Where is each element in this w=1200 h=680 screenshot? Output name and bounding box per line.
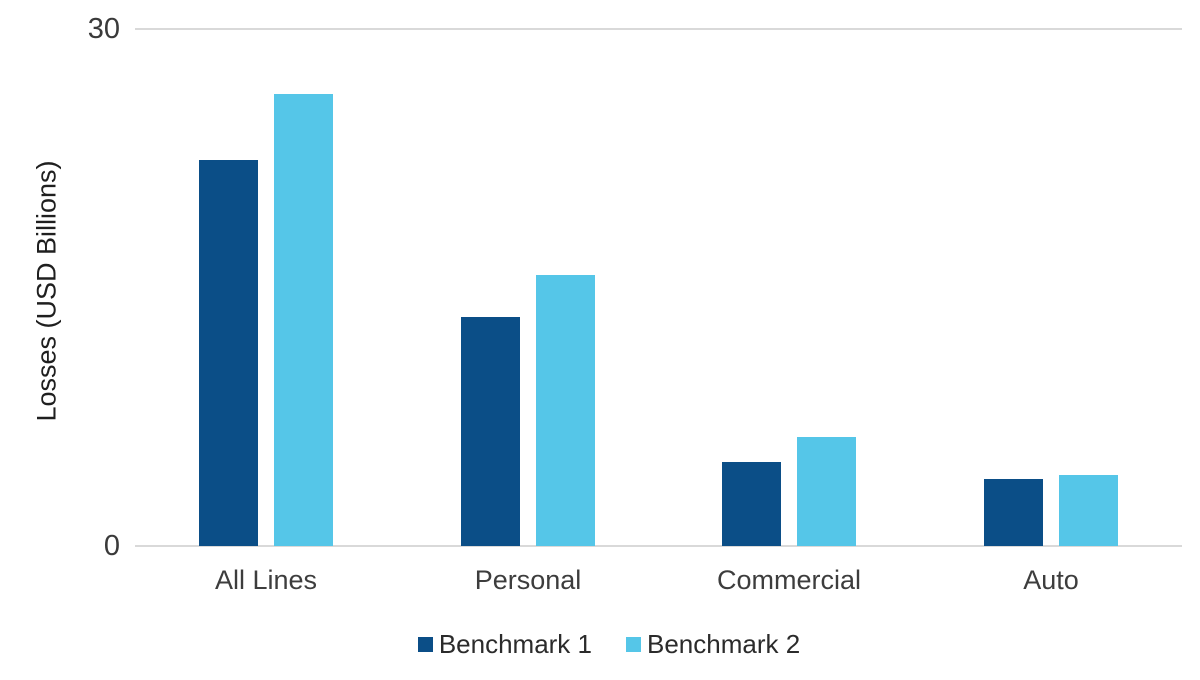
category-label-auto: Auto xyxy=(1023,565,1079,595)
category-label-all-lines: All Lines xyxy=(214,565,318,595)
gridline-30 xyxy=(135,28,1182,30)
bar-benchmark-2-auto xyxy=(1059,475,1118,546)
bar-benchmark-1-all-lines xyxy=(199,160,258,546)
bar-benchmark-2-commercial xyxy=(797,437,856,546)
legend: Benchmark 1 Benchmark 2 xyxy=(0,629,1200,660)
bar-benchmark-2-all-lines xyxy=(274,94,333,546)
plot-area xyxy=(135,28,1182,547)
category-label-commercial: Commercial xyxy=(716,565,862,595)
bar-benchmark-2-personal xyxy=(536,275,595,546)
legend-swatch-benchmark-2-icon xyxy=(626,637,641,652)
legend-item-benchmark-2: Benchmark 2 xyxy=(626,629,800,660)
y-axis-title: Losses (USD Billions) xyxy=(31,160,62,422)
x-axis-baseline xyxy=(135,545,1182,547)
bar-benchmark-1-commercial xyxy=(722,462,781,546)
legend-label-benchmark-2: Benchmark 2 xyxy=(647,629,801,659)
legend-item-benchmark-1: Benchmark 1 xyxy=(417,629,592,660)
legend-swatch-benchmark-1-icon xyxy=(417,637,433,652)
bar-benchmark-1-personal xyxy=(461,317,520,546)
y-tick-label-0: 0 xyxy=(103,530,120,562)
y-tick-label-30: 30 xyxy=(87,13,120,45)
category-label-personal: Personal xyxy=(474,565,582,595)
legend-label-benchmark-1: Benchmark 1 xyxy=(438,629,592,659)
bar-benchmark-1-auto xyxy=(984,479,1043,546)
